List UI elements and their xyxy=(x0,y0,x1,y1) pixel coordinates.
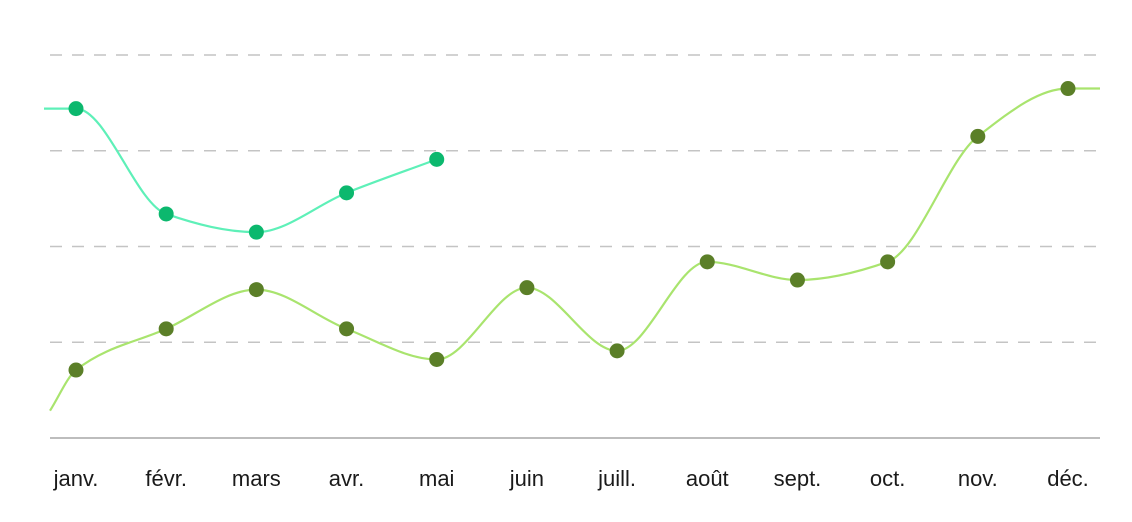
x-tick-label: juin xyxy=(509,466,544,491)
data-point[interactable] xyxy=(68,101,84,117)
data-point[interactable] xyxy=(519,280,535,296)
data-point[interactable] xyxy=(789,272,805,288)
x-tick-label: août xyxy=(686,466,729,491)
x-tick-label: févr. xyxy=(145,466,187,491)
data-point[interactable] xyxy=(158,321,174,337)
series-line xyxy=(44,107,438,234)
x-tick-label: janv. xyxy=(53,466,99,491)
x-tick-label: oct. xyxy=(870,466,905,491)
x-tick-label: sept. xyxy=(774,466,822,491)
x-axis-labels: janv. févr. mars avr. mai juin juill. août sept.… xyxy=(53,466,1089,491)
data-point[interactable] xyxy=(158,206,174,222)
data-point[interactable] xyxy=(429,151,445,167)
x-tick-label: déc. xyxy=(1047,466,1089,491)
data-point[interactable] xyxy=(609,343,625,359)
grid-lines xyxy=(50,54,1100,439)
series-line xyxy=(49,87,1100,412)
data-point[interactable] xyxy=(1060,81,1076,97)
data-point[interactable] xyxy=(248,224,264,240)
data-point[interactable] xyxy=(880,254,896,270)
data-point[interactable] xyxy=(970,128,986,144)
data-point[interactable] xyxy=(699,254,715,270)
x-tick-label: avr. xyxy=(329,466,364,491)
data-point[interactable] xyxy=(339,321,355,337)
x-tick-label: mars xyxy=(232,466,281,491)
data-point[interactable] xyxy=(429,351,445,367)
x-tick-label: nov. xyxy=(958,466,998,491)
x-tick-label: juill. xyxy=(597,466,636,491)
data-point[interactable] xyxy=(248,282,264,298)
series-lines xyxy=(44,87,1100,412)
data-point[interactable] xyxy=(339,185,355,201)
data-point[interactable] xyxy=(68,362,84,378)
x-tick-label: mai xyxy=(419,466,454,491)
data-points xyxy=(68,81,1076,378)
